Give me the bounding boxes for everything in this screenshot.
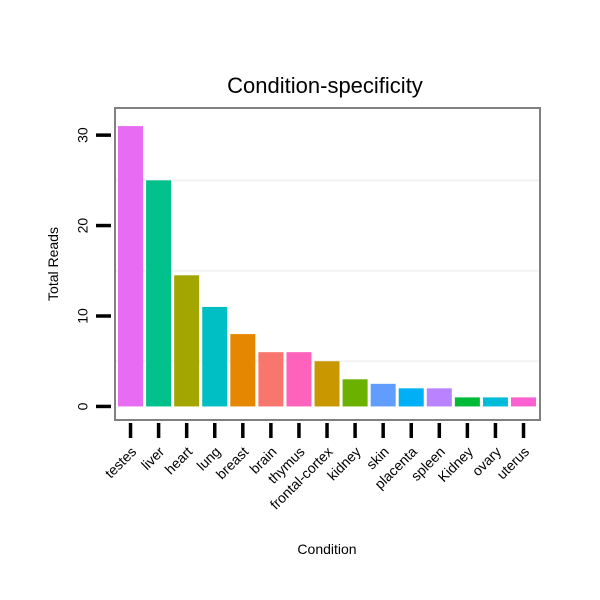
- bar-testes: [118, 126, 144, 407]
- y-tick-label: 20: [75, 218, 91, 234]
- bar-spleen: [426, 388, 452, 407]
- x-tick-label: uterus: [493, 443, 532, 482]
- bar-frontal-cortex: [314, 361, 340, 407]
- x-axis-title: Condition: [297, 541, 356, 557]
- y-axis: 0 10 20 30: [75, 127, 111, 410]
- bar-brain: [258, 352, 284, 407]
- bar-skin: [370, 383, 396, 407]
- x-tick-label: breast: [213, 443, 252, 482]
- x-tick-label: testes: [102, 443, 140, 481]
- x-axis: testesliverheartlungbreastbrainthymusfro…: [102, 423, 532, 513]
- bar-ovary: [482, 397, 508, 407]
- bar-lung: [202, 306, 228, 407]
- bar-heart: [174, 275, 200, 407]
- y-axis-title: Total Reads: [45, 227, 61, 301]
- bars: [118, 126, 537, 407]
- bar-breast: [230, 334, 256, 407]
- bar-placenta: [398, 388, 424, 407]
- bar-kidney: [454, 397, 480, 407]
- plot-panel-border: [114, 107, 541, 421]
- chart-title: Condition-specificity: [227, 73, 423, 98]
- x-tick-label: heart: [162, 443, 196, 477]
- y-tick-label: 30: [75, 127, 91, 143]
- y-tick-label: 10: [75, 308, 91, 324]
- bar-uterus: [511, 397, 537, 407]
- bar-liver: [146, 180, 172, 407]
- bar-kidney: [342, 379, 368, 407]
- y-tick-label: 0: [75, 402, 91, 410]
- bar-thymus: [286, 352, 312, 407]
